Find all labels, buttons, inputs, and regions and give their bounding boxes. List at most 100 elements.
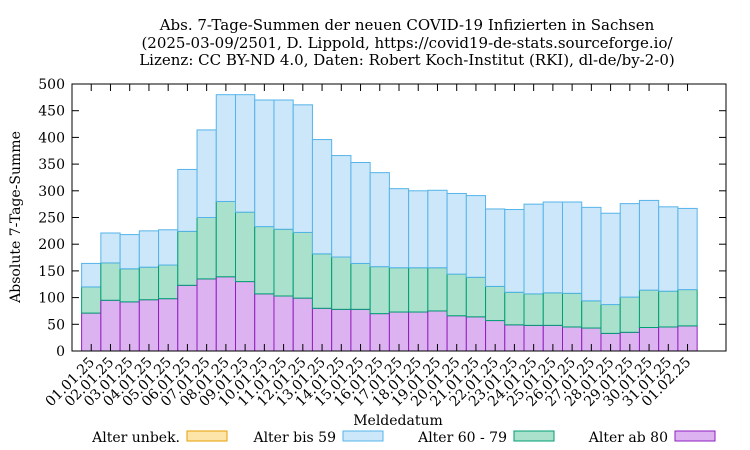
bar-60-79-31 <box>677 289 698 327</box>
bar-60-79-29 <box>638 289 660 328</box>
bar-bis-59-10 <box>273 99 294 230</box>
y-tick-label-8: 400 <box>38 130 65 146</box>
bar-ab-80-8 <box>235 281 256 352</box>
x-axis: 01.01.2502.01.2503.01.2504.01.2505.01.25… <box>43 84 694 410</box>
bar-bis-59-13 <box>331 155 352 258</box>
y-axis-label: Absolute 7-Tage-Summe <box>8 131 24 304</box>
bar-ab-80-11 <box>292 297 313 352</box>
bar-ab-80-2 <box>119 301 140 352</box>
bar-60-79-7 <box>215 200 236 278</box>
chart-title: Abs. 7-Tage-Summen der neuen COVID-19 In… <box>139 16 675 69</box>
bar-60-79-11 <box>292 231 313 299</box>
bar-ab-80-5 <box>177 284 198 352</box>
bar-60-79-4 <box>158 264 179 300</box>
y-tick-label-9: 450 <box>38 104 65 120</box>
bar-bis-59-22 <box>504 208 525 293</box>
legend-label-3: Alter ab 80 <box>588 430 668 446</box>
bar-bis-59-8 <box>235 94 256 213</box>
bar-60-79-9 <box>254 226 275 295</box>
legend-swatch-0 <box>186 430 228 442</box>
bar-bis-59-15 <box>369 172 390 268</box>
bar-bis-59-27 <box>600 212 621 306</box>
bar-60-79-12 <box>311 253 333 309</box>
y-tick-label-10: 500 <box>38 77 65 93</box>
bar-bis-59-2 <box>119 234 140 270</box>
y-tick-label-2: 100 <box>38 291 65 307</box>
bar-60-79-3 <box>138 266 160 301</box>
bar-bis-59-29 <box>638 199 660 291</box>
bar-60-79-25 <box>562 292 583 328</box>
bar-60-79-8 <box>235 211 256 283</box>
bar-60-79-26 <box>581 300 602 329</box>
bar-bis-59-19 <box>446 192 467 275</box>
bar-60-79-18 <box>427 267 448 312</box>
bar-bis-59-20 <box>465 195 487 278</box>
y-tick-label-7: 350 <box>38 157 65 173</box>
bar-bis-59-17 <box>408 190 429 269</box>
bar-60-79-20 <box>465 276 487 318</box>
bar-ab-80-1 <box>100 299 121 352</box>
title-line-3: Lizenz: CC BY-ND 4.0, Daten: Robert Koch… <box>139 51 675 69</box>
bar-60-79-13 <box>331 256 352 310</box>
legend-swatch-2 <box>513 430 555 442</box>
y-axis: 0 50 100 150 200 250 300 350 400 450 500 <box>38 77 726 360</box>
bar-bis-59-24 <box>542 201 564 294</box>
bar-ab-80-6 <box>196 278 217 352</box>
bar-bis-59-14 <box>350 162 371 264</box>
bar-60-79-24 <box>542 292 564 326</box>
bar-60-79-30 <box>658 290 679 328</box>
legend-label-1: Alter bis 59 <box>252 430 336 446</box>
legend-label-2: Alter 60 - 79 <box>417 430 507 446</box>
bar-bis-59-23 <box>523 203 544 295</box>
y-tick-label-3: 150 <box>38 264 65 280</box>
bar-bis-59-12 <box>311 139 333 255</box>
bar-60-79-15 <box>369 266 390 315</box>
legend-swatch-1 <box>342 430 384 442</box>
y-tick-label-0: 0 <box>56 344 65 360</box>
y-tick-label-5: 250 <box>38 211 65 227</box>
y-tick-label-4: 200 <box>38 237 65 253</box>
bar-bis-59-9 <box>254 99 275 228</box>
bar-bis-59-7 <box>215 94 236 202</box>
legend-label-0: Alter unbek. <box>91 430 180 446</box>
bar-bis-59-18 <box>427 189 448 269</box>
bar-60-79-27 <box>600 304 621 334</box>
bar-ab-80-4 <box>158 298 179 352</box>
bar-bis-59-28 <box>619 203 640 298</box>
bar-60-79-21 <box>485 285 506 322</box>
bar-bis-59-21 <box>485 208 506 287</box>
x-axis-label: Meldedatum <box>353 413 443 429</box>
bar-60-79-28 <box>619 296 640 333</box>
bar-bis-59-6 <box>196 129 217 218</box>
title-line-2: (2025-03-09/2501, D. Lippold, https://co… <box>141 34 673 52</box>
legend-swatch-3 <box>674 430 716 442</box>
bar-bis-59-30 <box>658 206 679 292</box>
bar-bis-59-0 <box>81 262 102 288</box>
title-line-1: Abs. 7-Tage-Summen der neuen COVID-19 In… <box>159 16 655 34</box>
bars-group <box>81 94 698 352</box>
y-tick-label-1: 50 <box>47 317 65 333</box>
bar-bis-59-16 <box>388 188 410 269</box>
bar-60-79-6 <box>196 217 217 280</box>
bar-bis-59-4 <box>158 229 179 266</box>
y-tick-label-6: 300 <box>38 184 65 200</box>
bar-60-79-14 <box>350 262 371 310</box>
bar-bis-59-1 <box>100 232 121 264</box>
bar-bis-59-31 <box>677 207 698 291</box>
bar-60-79-19 <box>446 273 467 317</box>
bar-60-79-22 <box>504 291 525 326</box>
bar-bis-59-25 <box>562 201 583 294</box>
bar-bis-59-11 <box>292 104 313 233</box>
bar-bis-59-26 <box>581 206 602 302</box>
bar-60-79-1 <box>100 262 121 301</box>
bar-ab-80-7 <box>215 276 236 352</box>
bar-bis-59-3 <box>138 230 160 268</box>
legend: Alter unbek. Alter bis 59 Alter 60 - 79 Alt… <box>91 430 716 446</box>
bar-60-79-5 <box>177 230 198 286</box>
bar-ab-80-10 <box>273 295 294 352</box>
bar-60-79-0 <box>81 286 102 314</box>
bar-60-79-23 <box>523 293 544 326</box>
bar-bis-59-5 <box>177 168 198 232</box>
bar-ab-80-3 <box>138 299 160 352</box>
